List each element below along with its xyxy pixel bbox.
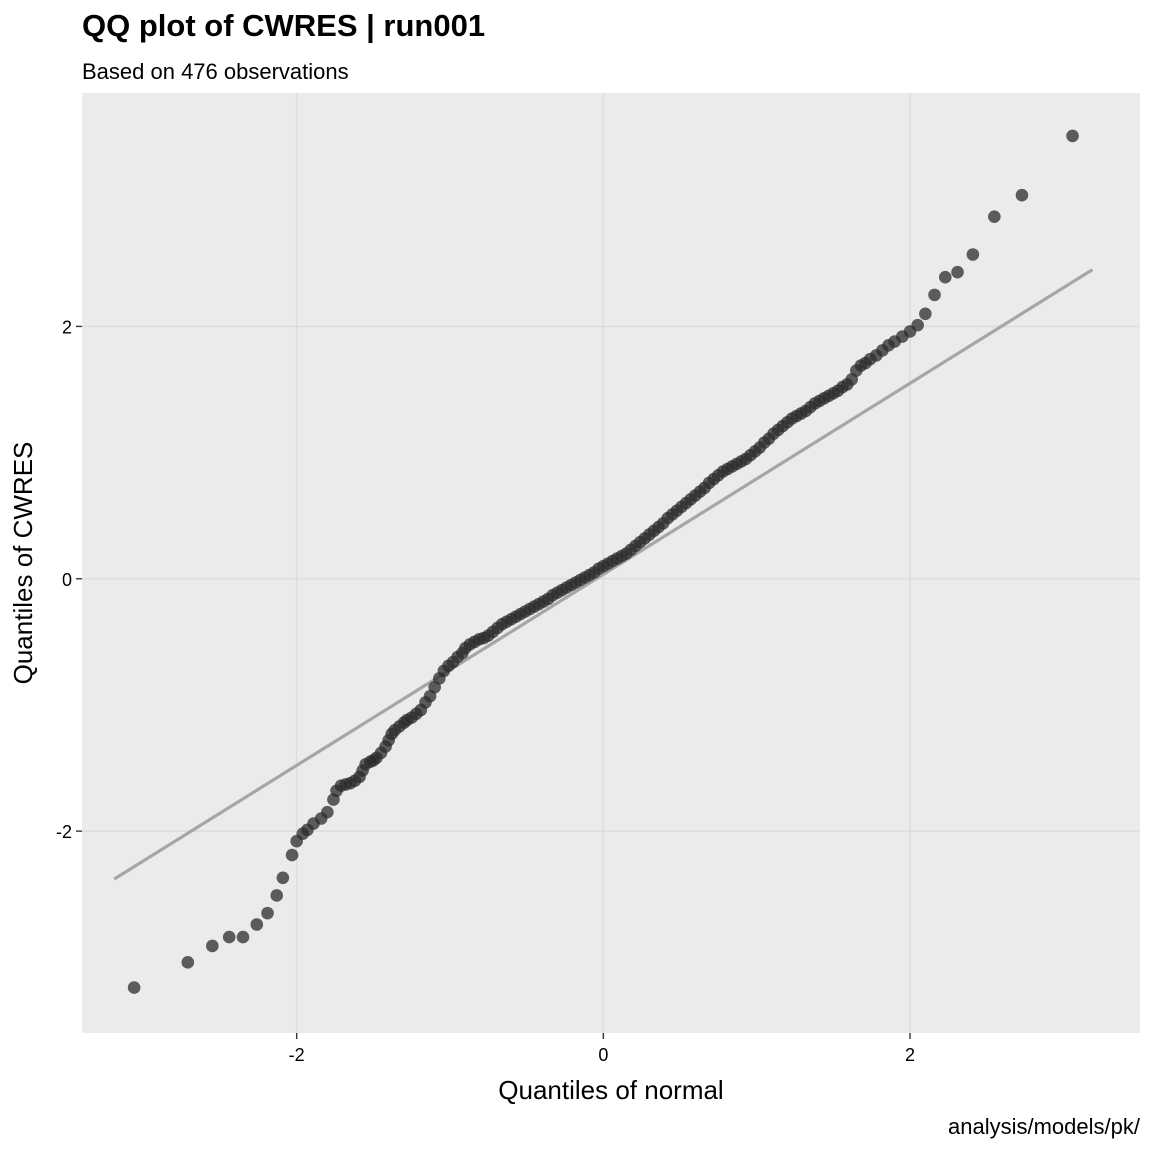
- data-point: [261, 906, 274, 920]
- chart-subtitle: Based on 476 observations: [82, 59, 349, 84]
- y-axis-title: Quantiles of CWRES: [8, 442, 38, 685]
- data-point: [270, 889, 284, 902]
- y-tick-label: 0: [62, 570, 72, 590]
- data-point: [1066, 129, 1079, 143]
- chart-title: QQ plot of CWRES | run001: [82, 8, 485, 43]
- reference-line-layer: [113, 268, 1094, 881]
- data-point: [236, 930, 250, 944]
- y-tick-label: -2: [56, 822, 72, 842]
- data-point: [1015, 188, 1029, 202]
- data-point: [127, 981, 141, 994]
- data-point: [988, 210, 1001, 223]
- x-axis-ticks: -2 0 2: [289, 1033, 915, 1065]
- data-point: [285, 848, 299, 862]
- data-point: [222, 930, 236, 944]
- data-point: [919, 307, 932, 321]
- x-tick-label: -2: [289, 1045, 305, 1065]
- data-point: [181, 956, 195, 969]
- data-point: [928, 288, 941, 302]
- reference-line: [113, 268, 1094, 881]
- data-point: [321, 805, 334, 819]
- data-point: [911, 318, 924, 332]
- data-point: [250, 918, 264, 931]
- x-axis-title: Quantiles of normal: [498, 1075, 723, 1105]
- data-points: [127, 129, 1079, 994]
- x-tick-label: 2: [905, 1045, 915, 1065]
- data-point: [951, 265, 964, 279]
- y-axis-ticks: -2 0 2: [56, 317, 82, 842]
- chart-caption: analysis/models/pk/: [948, 1114, 1141, 1139]
- x-tick-label: 0: [598, 1045, 608, 1065]
- data-point: [276, 871, 290, 885]
- y-tick-label: 2: [62, 317, 72, 337]
- data-point: [966, 248, 980, 261]
- data-point: [938, 270, 952, 284]
- data-point: [206, 939, 219, 953]
